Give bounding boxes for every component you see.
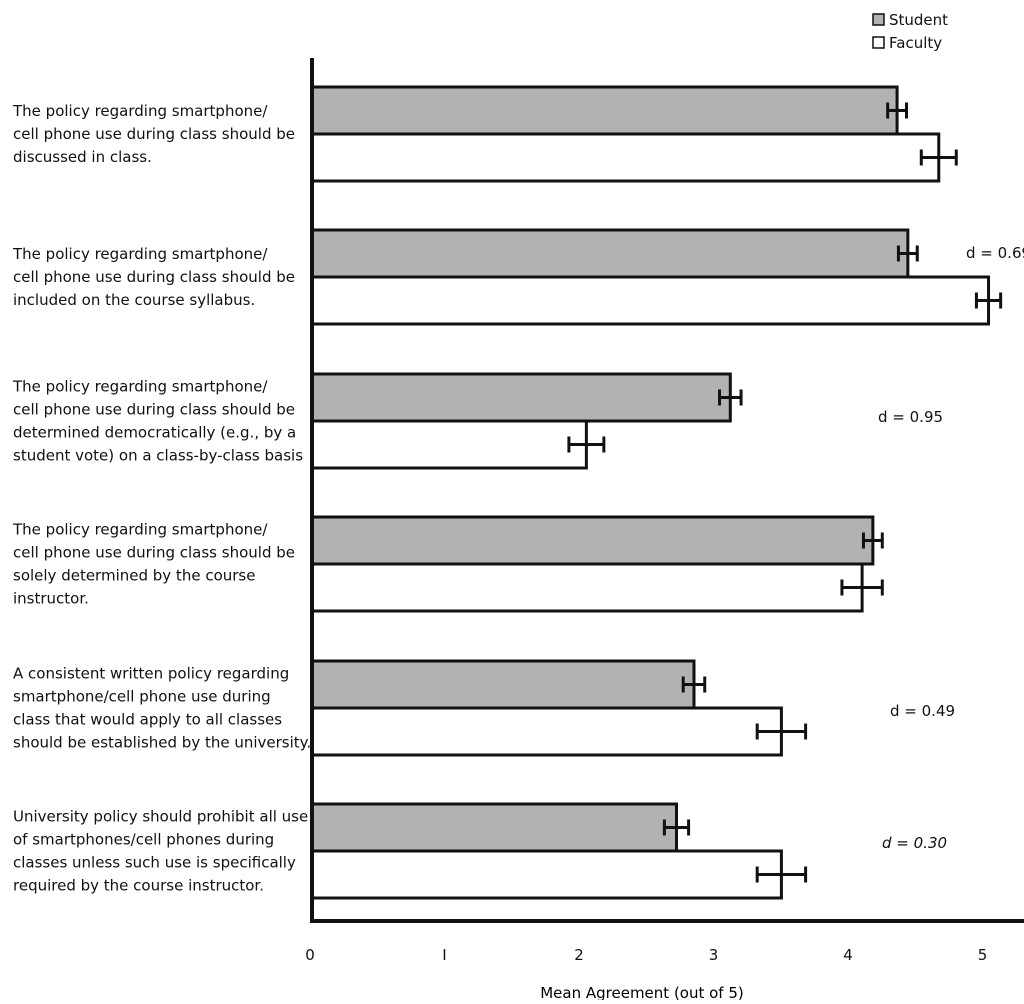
category-label-line-4-3: should be established by the university. xyxy=(13,734,311,752)
bar-student-3 xyxy=(310,515,875,566)
x-tick-label-4: 4 xyxy=(843,946,853,964)
legend-swatch-1 xyxy=(872,36,885,49)
x-tick-label-0: 0 xyxy=(305,946,315,964)
effect-size-label-4: d = 0.49 xyxy=(890,702,955,720)
category-label-line-3-0: The policy regarding smartphone/ xyxy=(12,521,268,539)
x-tick-label-5: 5 xyxy=(978,946,988,964)
bar-faculty-5 xyxy=(310,849,783,900)
category-label-line-5-1: of smartphones/cell phones during xyxy=(13,831,274,849)
category-label-line-0-1: cell phone use during class should be xyxy=(13,125,295,143)
category-label-1: The policy regarding smartphone/cell pho… xyxy=(12,245,295,309)
bar-student-4 xyxy=(310,659,696,710)
category-label-line-2-1: cell phone use during class should be xyxy=(13,401,295,419)
axes xyxy=(310,58,1024,923)
bar-student-0 xyxy=(310,85,899,136)
category-label-line-2-0: The policy regarding smartphone/ xyxy=(12,378,268,396)
category-label-0: The policy regarding smartphone/cell pho… xyxy=(12,102,295,166)
legend-swatch-0 xyxy=(872,13,885,26)
category-label-line-1-1: cell phone use during class should be xyxy=(13,268,295,286)
x-axis-label: Mean Agreement (out of 5) xyxy=(540,984,744,1000)
bar-faculty-3 xyxy=(310,562,864,613)
category-label-2: The policy regarding smartphone/cell pho… xyxy=(12,378,303,465)
x-tick-label-1: I xyxy=(442,946,446,964)
category-label-line-0-0: The policy regarding smartphone/ xyxy=(12,102,268,120)
category-label-line-4-0: A consistent written policy regarding xyxy=(13,665,289,683)
bar-faculty-0 xyxy=(310,132,941,183)
category-label-4: A consistent written policy regarding sma… xyxy=(13,665,311,752)
legend-label-0: Student xyxy=(889,11,948,29)
bar-faculty-2 xyxy=(310,419,588,470)
bar-student-2 xyxy=(310,372,732,423)
x-tick-label-3: 3 xyxy=(709,946,719,964)
effect-size-labels: d = 0.69 d = 0.95 d = 0.49 d = 0.30 xyxy=(878,244,1024,852)
effect-size-label-1: d = 0.69 xyxy=(966,244,1024,262)
category-label-line-4-2: class that would apply to all classes xyxy=(13,711,282,729)
legend-label-1: Faculty xyxy=(889,34,942,52)
category-label-line-5-2: classes unless such use is specifically xyxy=(13,854,296,872)
x-tick-labels: 0 I 2 3 4 5 xyxy=(305,946,987,964)
bar-student-1 xyxy=(310,228,910,279)
legend: Student Faculty xyxy=(872,11,948,52)
bar-faculty-4 xyxy=(310,706,783,757)
category-label-line-5-0: University policy should prohibit all us… xyxy=(13,808,308,826)
effect-size-label-2: d = 0.95 xyxy=(878,408,943,426)
category-label-line-0-2: discussed in class. xyxy=(13,148,152,166)
x-tick-label-2: 2 xyxy=(574,946,584,964)
category-label-line-1-0: The policy regarding smartphone/ xyxy=(12,245,268,263)
category-label-line-3-1: cell phone use during class should be xyxy=(13,544,295,562)
category-label-line-1-2: included on the course syllabus. xyxy=(13,291,255,309)
category-label-line-3-2: solely determined by the course xyxy=(13,567,255,585)
bar-student-5 xyxy=(310,802,678,853)
effect-size-label-5: d = 0.30 xyxy=(882,834,947,852)
error-bars xyxy=(567,102,1003,883)
bars xyxy=(310,85,991,900)
category-label-3: The policy regarding smartphone/cell pho… xyxy=(12,521,295,608)
category-label-line-4-1: smartphone/cell phone use during xyxy=(13,688,271,706)
category-label-line-2-2: determined democratically (e.g., by a xyxy=(13,424,296,442)
category-labels: The policy regarding smartphone/cell pho… xyxy=(12,102,311,895)
category-label-line-2-3: student vote) on a class-by-class basis xyxy=(13,447,303,465)
category-label-line-3-3: instructor. xyxy=(13,590,89,608)
category-label-5: University policy should prohibit all us… xyxy=(13,808,308,895)
category-label-line-5-3: required by the course instructor. xyxy=(13,877,264,895)
bar-faculty-1 xyxy=(310,275,991,326)
